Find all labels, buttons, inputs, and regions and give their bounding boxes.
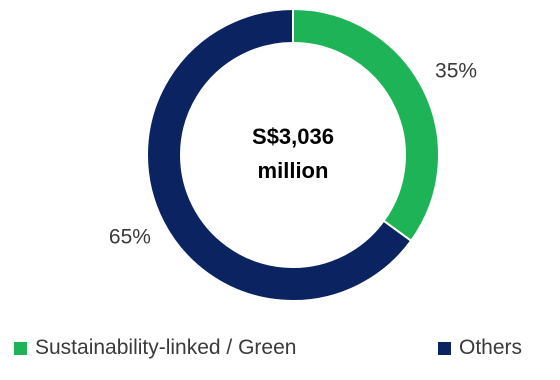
center-label-amount: S$3,036	[252, 124, 334, 149]
slice-others	[146, 7, 413, 302]
legend-item-sustainability-linked-green: Sustainability-linked / Green	[14, 328, 296, 368]
legend-label-others: Others	[459, 336, 523, 359]
legend-label-sustainability-linked-green: Sustainability-linked / Green	[35, 336, 297, 359]
legend-swatch-sustainability-linked-green	[14, 341, 27, 355]
slice-value-label-sustainability-linked-green: 35%	[435, 59, 477, 82]
donut-slices	[146, 7, 440, 302]
slice-value-label-others: 65%	[109, 226, 151, 249]
legend-item-others: Others	[438, 328, 522, 368]
slice-labels: 35% 65%	[109, 59, 477, 248]
center-label-unit: million	[258, 158, 329, 183]
chart-legend: Sustainability-linked / Green Others	[0, 328, 560, 368]
legend-swatch-others	[438, 341, 451, 355]
